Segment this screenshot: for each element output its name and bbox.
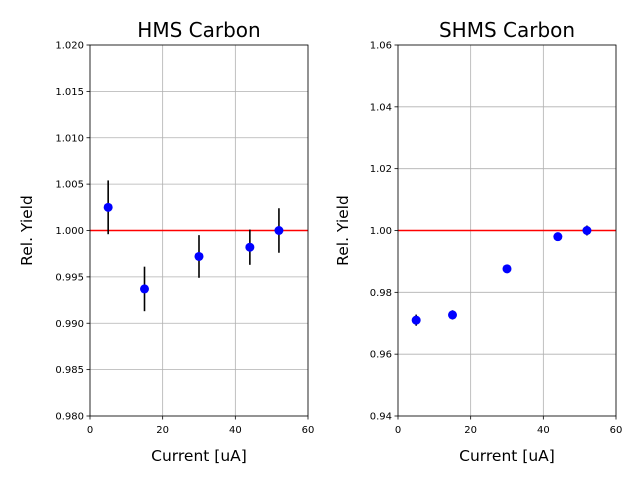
hms-carbon-panel: 0 20 40 60 0.980 0.985 0.990 0.995 1.000 1.005 1.0…: [18, 18, 314, 465]
y-tick-label: 0.94: [370, 412, 392, 423]
shms-chart-title: SHMS Carbon: [439, 18, 575, 42]
data-point: [553, 232, 563, 242]
shms-y-axis-label: Rel. Yield: [334, 195, 352, 266]
y-tick-label: 0.98: [370, 288, 392, 299]
data-point: [194, 251, 204, 261]
data-point: [502, 264, 512, 274]
data-point: [411, 315, 421, 325]
y-tick-label: 0.980: [55, 412, 84, 423]
y-tick-label: 1.015: [55, 87, 84, 98]
data-point: [582, 226, 592, 235]
x-tick-label: 40: [537, 425, 550, 436]
x-tick-label: 60: [302, 425, 315, 436]
y-tick-label: 1.04: [370, 102, 392, 113]
y-tick-label: 1.010: [55, 133, 84, 144]
data-point: [140, 284, 149, 294]
data-point: [103, 202, 113, 212]
hms-x-axis-label: Current [uA]: [151, 447, 247, 465]
x-tick-label: 0: [395, 425, 401, 436]
x-tick-label: 60: [610, 425, 623, 436]
x-tick-label: 40: [229, 425, 242, 436]
hms-chart-title: HMS Carbon: [137, 18, 260, 42]
axes-frame: [397, 44, 617, 417]
x-tick-label: 20: [464, 425, 477, 436]
data-point: [448, 310, 457, 320]
y-tick-label: 1.02: [370, 164, 392, 175]
y-tick-label: 1.00: [370, 226, 392, 237]
y-tick-label: 1.06: [370, 41, 392, 52]
shms-x-axis-label: Current [uA]: [459, 447, 555, 465]
x-tick-label: 20: [156, 425, 169, 436]
x-tick-label: 0: [87, 425, 93, 436]
y-tick-label: 0.995: [55, 272, 84, 283]
y-tick-label: 1.005: [55, 180, 84, 191]
y-tick-label: 1.020: [55, 41, 84, 52]
hms-y-axis-label: Rel. Yield: [18, 195, 36, 266]
y-tick-label: 1.000: [55, 226, 84, 237]
data-point: [274, 226, 284, 235]
shms-carbon-panel: 0 20 40 60 0.94 0.96 0.98 1.00 1.02 1.04 1.06 SHMS …: [334, 18, 622, 465]
axes-frame: [89, 44, 309, 417]
y-tick-label: 0.990: [55, 319, 84, 330]
y-tick-label: 0.96: [370, 350, 392, 361]
y-tick-label: 0.985: [55, 365, 84, 376]
data-point: [245, 242, 255, 252]
